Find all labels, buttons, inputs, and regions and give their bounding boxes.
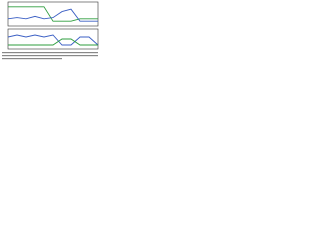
plot-frame <box>7 1 99 27</box>
caption-line <box>2 52 98 54</box>
caption-line <box>2 58 62 60</box>
data-line <box>8 38 98 46</box>
plot-frame <box>7 28 99 50</box>
data-line <box>7 34 99 46</box>
data-line <box>8 6 98 22</box>
caption <box>2 52 98 60</box>
data-line <box>7 8 98 22</box>
background <box>0 0 100 61</box>
caption-line <box>2 55 98 57</box>
figure <box>0 0 100 61</box>
